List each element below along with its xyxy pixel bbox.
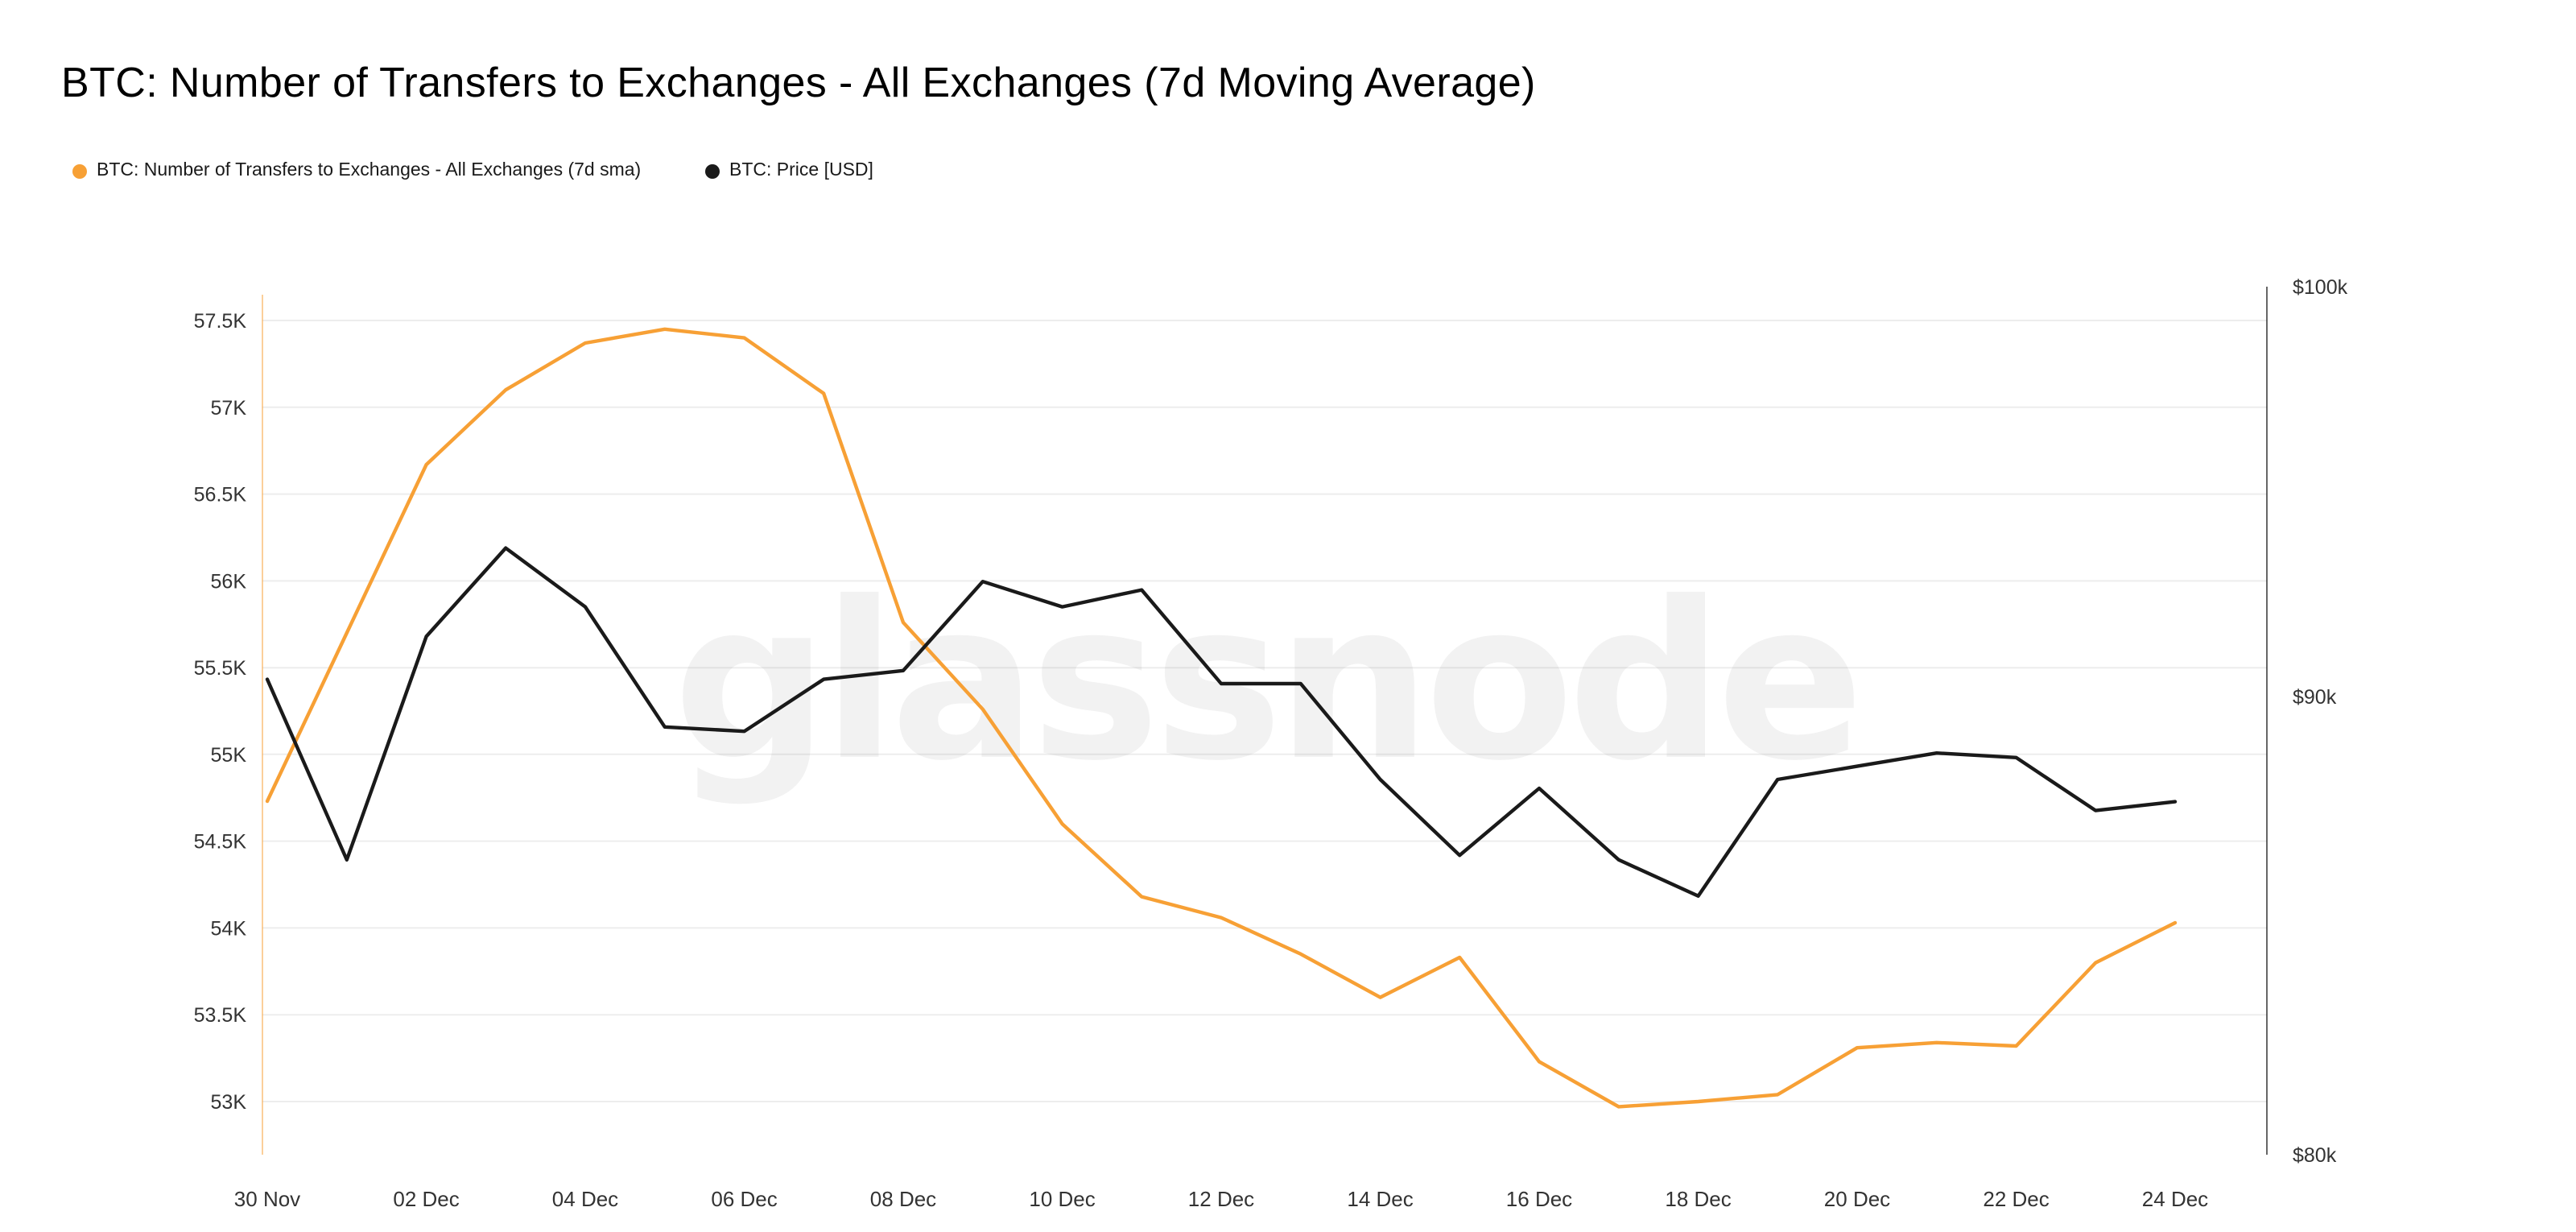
legend-label-price: BTC: Price [USD] [729, 161, 873, 180]
x-axis-tick-label: 24 Dec [2142, 1187, 2208, 1211]
x-axis-tick-label: 16 Dec [1506, 1187, 1572, 1211]
x-axis-tick-label: 10 Dec [1029, 1187, 1095, 1211]
left-axis-tick-label: 57.5K [194, 310, 247, 333]
x-axis-tick-label: 22 Dec [1983, 1187, 2049, 1211]
series-line-transfers-7d-sma [265, 327, 2178, 1109]
series-line-price-usd [265, 546, 2178, 899]
left-axis-tick-label: 54.5K [194, 831, 247, 854]
x-axis-tick-label: 06 Dec [711, 1187, 777, 1211]
glassnode-watermark: glassnode [673, 555, 1858, 808]
left-axis-tick-label: 57K [211, 397, 247, 420]
x-axis-tick-label: 30 Nov [234, 1187, 300, 1211]
right-axis-tick-label: $80k [2293, 1144, 2337, 1167]
left-axis-tick-label: 54K [211, 917, 247, 940]
x-axis-tick-label: 04 Dec [552, 1187, 618, 1211]
x-axis-tick-label: 14 Dec [1347, 1187, 1413, 1211]
left-axis-tick-label: 56.5K [194, 484, 247, 506]
right-axis-tick-label: $100k [2293, 276, 2348, 299]
x-axis-tick-label: 08 Dec [870, 1187, 936, 1211]
left-axis-tick-label: 53.5K [194, 1004, 247, 1027]
legend-item-transfers[interactable]: BTC: Number of Transfers to Exchanges - … [72, 161, 641, 180]
chart-title: BTC: Number of Transfers to Exchanges - … [61, 58, 1536, 106]
x-axis-tick-label: 12 Dec [1188, 1187, 1254, 1211]
legend-label-transfers: BTC: Number of Transfers to Exchanges - … [97, 161, 642, 180]
left-axis-tick-label: 55.5K [194, 657, 247, 680]
legend-item-price[interactable]: BTC: Price [USD] [705, 161, 873, 180]
right-axis-tick-label: $90k [2293, 686, 2337, 709]
gridline-layer: 57.5K 57K 56.5K 56K 55.5K 55K 54.5K 54K 53.5K 53K… [194, 276, 2348, 1211]
left-axis-tick-label: 53K [211, 1091, 247, 1114]
legend-marker-transfers-icon [72, 163, 87, 178]
legend-marker-price-icon [705, 163, 720, 178]
left-axis-tick-label: 56K [211, 570, 247, 593]
x-axis-tick-label: 20 Dec [1824, 1187, 1890, 1211]
x-axis-tick-label: 02 Dec [393, 1187, 459, 1211]
series-layer [262, 287, 2268, 1155]
left-axis-tick-label: 55K [211, 744, 247, 767]
x-axis-tick-label: 18 Dec [1665, 1187, 1731, 1211]
